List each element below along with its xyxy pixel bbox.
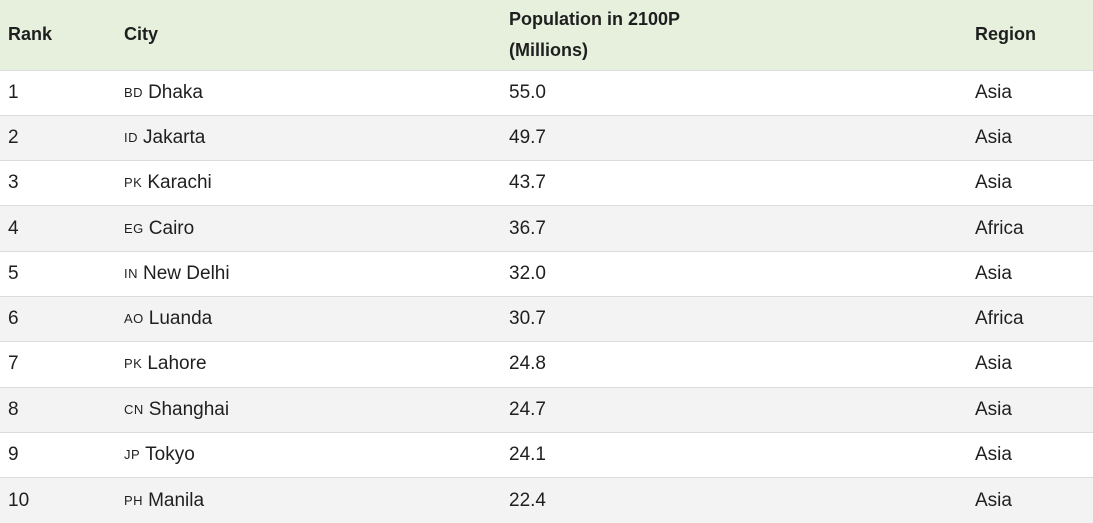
population-cell: 55.0 <box>509 81 546 103</box>
population-cell: 32.0 <box>509 262 546 284</box>
table-row: 6 AO Luanda 30.7 Africa <box>0 296 1093 342</box>
region-cell: Asia <box>975 444 1012 466</box>
region-cell: Asia <box>975 262 1012 284</box>
table-body: 1 BD Dhaka 55.0 Asia 2 ID Jakarta 49.7 Asia 3 PK Kar… <box>0 70 1093 523</box>
city-cell: AO Luanda <box>116 296 501 341</box>
city-cell: PK Karachi <box>116 161 501 206</box>
region-cell: Asia <box>975 126 1012 148</box>
table-header-row: Rank City Population in 2100P (Millions)… <box>0 0 1093 70</box>
country-flag-icon: ID <box>124 129 138 145</box>
table-row: 7 PK Lahore 24.8 Asia <box>0 341 1093 388</box>
rank-cell: 2 <box>8 126 19 148</box>
rank-cell: 5 <box>8 262 19 284</box>
population-cell: 24.1 <box>509 444 546 466</box>
region-cell: Asia <box>975 172 1012 194</box>
city-cell: ID Jakarta <box>116 115 501 160</box>
region-cell: Africa <box>975 217 1024 239</box>
country-flag-icon: CN <box>124 401 144 417</box>
city-name: Shanghai <box>148 398 230 420</box>
rank-cell: 3 <box>8 172 19 194</box>
rank-cell: 6 <box>8 308 19 330</box>
city-name: Jakarta <box>143 126 206 148</box>
city-name: New Delhi <box>143 262 230 284</box>
table-row: 9 JP Tokyo 24.1 Asia <box>0 432 1093 478</box>
city-name: Manila <box>148 489 205 511</box>
rank-cell: 1 <box>8 81 19 103</box>
header-population[interactable]: Population in 2100P (Millions) <box>501 0 967 70</box>
population-cell: 30.7 <box>509 308 546 330</box>
city-cell: PH Manila <box>116 478 501 523</box>
header-region[interactable]: Region <box>975 24 1036 45</box>
city-name: Luanda <box>148 308 213 330</box>
population-cell: 43.7 <box>509 172 546 194</box>
city-name: Karachi <box>147 172 212 194</box>
country-flag-icon: PK <box>124 356 143 372</box>
country-flag-icon: JP <box>124 447 141 463</box>
table-row: 8 CN Shanghai 24.7 Asia <box>0 387 1093 433</box>
region-cell: Asia <box>975 81 1012 103</box>
city-name: Cairo <box>148 217 195 239</box>
city-cell: IN New Delhi <box>116 251 501 296</box>
population-cell: 22.4 <box>509 489 546 511</box>
population-cell: 49.7 <box>509 126 546 148</box>
country-flag-icon: PK <box>124 175 143 191</box>
city-cell: JP Tokyo <box>116 432 501 477</box>
header-population-line2: (Millions) <box>509 39 588 60</box>
city-name: Dhaka <box>148 81 203 103</box>
city-cell: EG Cairo <box>116 206 501 251</box>
table-row: 1 BD Dhaka 55.0 Asia <box>0 70 1093 116</box>
country-flag-icon: BD <box>124 84 144 100</box>
population-cell: 36.7 <box>509 217 546 239</box>
header-population-line1: Population in 2100P <box>509 8 681 29</box>
region-cell: Africa <box>975 308 1024 330</box>
country-flag-icon: EG <box>124 220 144 236</box>
table-row: 10 PH Manila 22.4 Asia <box>0 477 1093 523</box>
country-flag-icon: AO <box>124 311 144 327</box>
table-row: 5 IN New Delhi 32.0 Asia <box>0 251 1093 297</box>
city-cell: PK Lahore <box>116 342 501 387</box>
rank-cell: 8 <box>8 398 19 420</box>
city-cell: CN Shanghai <box>116 387 501 432</box>
country-flag-icon: IN <box>124 265 138 281</box>
region-cell: Asia <box>975 398 1012 420</box>
table-row: 4 EG Cairo 36.7 Africa <box>0 205 1093 252</box>
country-flag-icon: PH <box>124 492 144 508</box>
header-city[interactable]: City <box>124 24 159 45</box>
region-cell: Asia <box>975 489 1012 511</box>
rank-cell: 7 <box>8 353 19 375</box>
table-row: 3 PK Karachi 43.7 Asia <box>0 160 1093 206</box>
city-name: Lahore <box>147 353 207 375</box>
population-cell: 24.7 <box>509 398 546 420</box>
rank-cell: 4 <box>8 217 19 239</box>
region-cell: Asia <box>975 353 1012 375</box>
city-name: Tokyo <box>145 444 195 466</box>
header-rank[interactable]: Rank <box>8 24 53 45</box>
table-row: 2 ID Jakarta 49.7 Asia <box>0 115 1093 161</box>
city-cell: BD Dhaka <box>116 70 501 115</box>
population-cell: 24.8 <box>509 353 546 375</box>
rank-cell: 9 <box>8 444 19 466</box>
rank-cell: 10 <box>8 489 30 511</box>
